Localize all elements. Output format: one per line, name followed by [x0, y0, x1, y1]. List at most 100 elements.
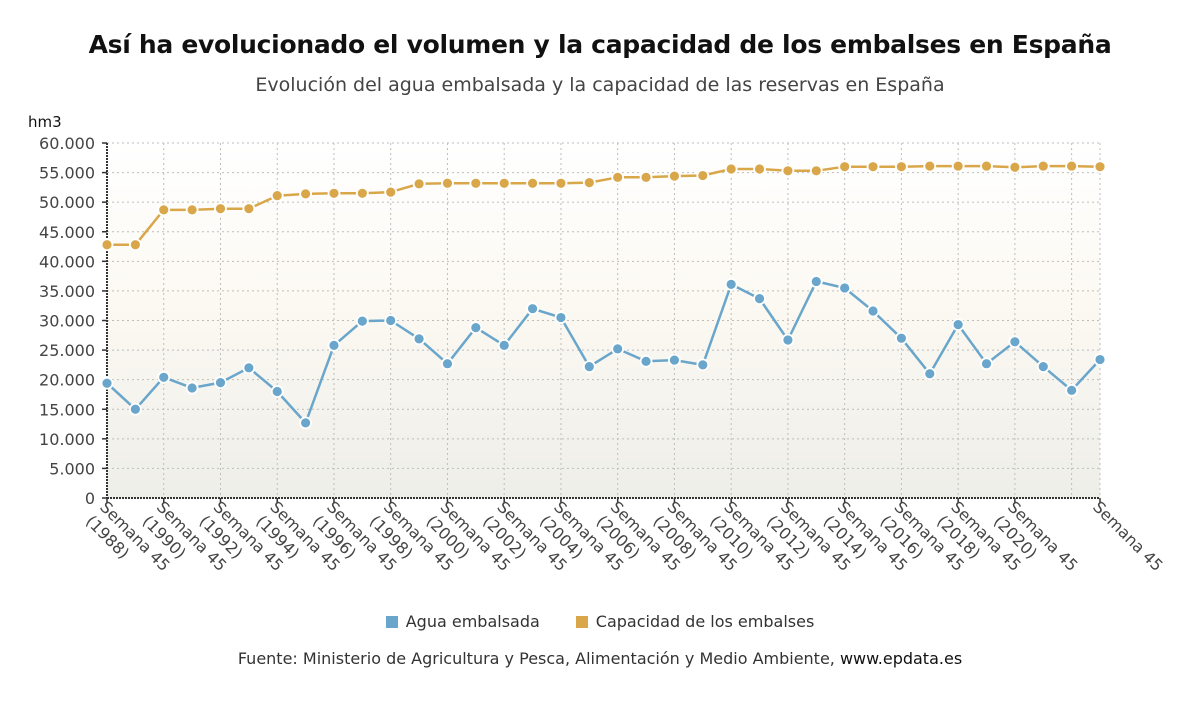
data-point — [1065, 383, 1079, 397]
data-point — [299, 416, 313, 430]
legend-label-capacidad: Capacidad de los embalses — [595, 612, 815, 631]
data-point — [951, 318, 965, 332]
data-point — [923, 367, 937, 381]
y-tick-label: 35.000 — [39, 282, 95, 301]
x-tick-label-line1: Semana 45 — [1089, 497, 1167, 575]
data-point — [724, 278, 738, 291]
data-point — [895, 160, 908, 174]
data-point — [696, 358, 710, 372]
data-point — [696, 169, 710, 182]
data-point — [242, 202, 256, 216]
legend-item-capacidad[interactable]: Capacidad de los embalses — [575, 612, 815, 631]
source-link[interactable]: www.epdata.es — [839, 649, 963, 668]
data-point — [809, 275, 823, 288]
data-point — [412, 332, 426, 346]
data-point — [781, 164, 795, 178]
y-tick-label: 25.000 — [39, 341, 95, 360]
data-point — [668, 169, 681, 183]
legend: Agua embalsada Capacidad de los embalses — [0, 612, 1200, 631]
chart-title: Así ha evolucionado el volumen y la capa… — [88, 30, 1112, 59]
y-tick-label: 0 — [85, 489, 95, 508]
data-point — [242, 361, 256, 375]
y-tick-label: 45.000 — [39, 223, 95, 242]
data-point — [100, 238, 114, 252]
y-tick-label: 15.000 — [39, 400, 95, 419]
data-point — [923, 159, 937, 173]
data-point — [355, 186, 369, 200]
series-agua-embalsada — [100, 275, 1107, 430]
data-point — [980, 159, 993, 173]
data-point — [441, 176, 454, 190]
y-tick-label: 40.000 — [39, 252, 95, 271]
data-point — [100, 376, 114, 390]
data-point — [270, 189, 284, 203]
data-point — [1036, 159, 1050, 173]
data-point — [838, 281, 852, 295]
series-group — [100, 159, 1107, 430]
y-tick-label: 30.000 — [39, 312, 95, 331]
chart-subtitle: Evolución del agua embalsada y la capaci… — [255, 74, 945, 96]
data-point — [526, 176, 539, 190]
data-point — [639, 354, 653, 368]
data-point — [384, 185, 398, 199]
legend-swatch-capacidad — [575, 615, 588, 628]
data-point — [157, 203, 171, 217]
data-point — [895, 331, 908, 345]
data-point — [185, 203, 199, 217]
data-point — [668, 353, 681, 367]
data-point — [838, 160, 852, 174]
data-point — [781, 333, 795, 347]
source-text: Fuente: Ministerio de Agricultura y Pesc… — [237, 649, 840, 668]
x-tick-label: Semana 45 — [1089, 497, 1167, 575]
data-point — [1008, 335, 1022, 349]
source-note: Fuente: Ministerio de Agricultura y Pesc… — [0, 649, 1200, 668]
data-point — [412, 177, 426, 191]
data-point — [554, 311, 568, 324]
data-point — [1093, 160, 1107, 174]
data-point — [582, 360, 596, 374]
data-point — [554, 176, 568, 190]
y-tick-label: 55.000 — [39, 164, 95, 183]
gridlines — [107, 142, 1101, 498]
y-axis-unit-label: hm3 — [28, 113, 62, 131]
data-point — [355, 314, 369, 328]
data-point — [128, 238, 142, 252]
data-point — [582, 176, 596, 190]
data-point — [469, 321, 483, 335]
data-point — [441, 357, 454, 371]
data-point — [1093, 353, 1107, 366]
data-point — [980, 357, 993, 371]
data-point — [469, 176, 483, 190]
data-point — [753, 292, 766, 306]
data-point — [1036, 360, 1050, 374]
data-point — [639, 170, 653, 184]
data-point — [1065, 159, 1079, 173]
data-point — [497, 176, 511, 190]
legend-item-agua-embalsada[interactable]: Agua embalsada — [385, 612, 540, 631]
data-point — [214, 376, 227, 390]
y-tick-label: 5.000 — [49, 459, 95, 478]
legend-label-agua: Agua embalsada — [405, 612, 540, 631]
data-point — [185, 381, 199, 395]
data-point — [1008, 160, 1022, 174]
data-point — [724, 162, 738, 176]
data-point — [866, 160, 880, 174]
data-point — [327, 338, 341, 352]
data-point — [611, 342, 625, 356]
x-axis: Semana 45(1988) Semana 45(1990) Semana 45(… — [82, 497, 1167, 575]
data-point — [526, 302, 539, 316]
y-tick-label: 10.000 — [39, 430, 95, 449]
legend-swatch-agua — [385, 615, 398, 628]
data-point — [753, 162, 766, 176]
series-capacidad-embalses — [100, 159, 1107, 252]
data-point — [327, 186, 341, 200]
data-point — [497, 338, 511, 352]
data-point — [157, 370, 171, 384]
y-tick-label: 50.000 — [39, 193, 95, 212]
y-axis: 0 5.000 10.000 15.000 20.000 25.000 30.000 35.0… — [39, 134, 108, 508]
data-point — [270, 385, 284, 398]
data-point — [809, 164, 823, 178]
data-point — [128, 402, 142, 416]
data-point — [611, 170, 625, 184]
